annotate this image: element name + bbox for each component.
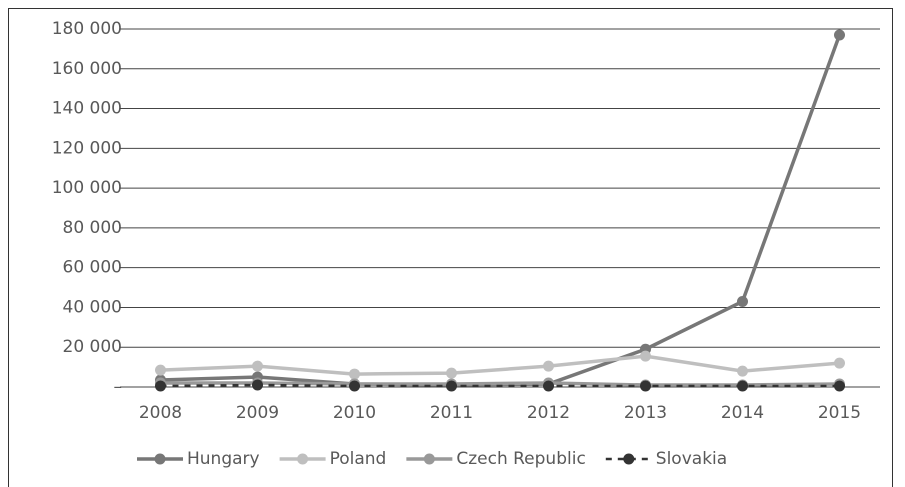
data-point <box>640 380 651 392</box>
data-point <box>446 380 457 392</box>
y-tick-label: 80 000 <box>63 218 122 238</box>
data-point <box>834 357 845 369</box>
y-tick-label: 180 000 <box>52 19 122 39</box>
legend-marker <box>297 453 309 465</box>
data-point <box>737 365 748 377</box>
data-point <box>834 29 845 41</box>
x-tick-label: 2008 <box>139 403 182 423</box>
data-point <box>252 379 263 391</box>
legend-marker <box>423 453 435 465</box>
x-tick-label: 2010 <box>333 403 376 423</box>
data-point <box>155 380 166 392</box>
legend-label: Czech Republic <box>456 449 585 469</box>
legend-marker <box>623 453 635 465</box>
data-point <box>349 368 360 380</box>
legend-label: Hungary <box>187 449 260 469</box>
data-point <box>349 380 360 392</box>
x-tick-label: 2009 <box>236 403 279 423</box>
series-line <box>160 354 840 376</box>
data-point <box>737 380 748 392</box>
x-tick-label: 2012 <box>527 403 570 423</box>
chart-frame <box>8 8 893 487</box>
data-point <box>155 364 166 376</box>
y-tick-label: 120 000 <box>52 138 122 158</box>
legend-marker <box>154 453 166 465</box>
y-tick-label: 160 000 <box>52 59 122 79</box>
series-line <box>160 34 842 387</box>
legend-label: Slovakia <box>656 449 727 469</box>
x-tick-label: 2014 <box>721 403 764 423</box>
data-point <box>640 350 651 362</box>
data-point <box>543 360 554 372</box>
x-tick-label: 2015 <box>818 403 861 423</box>
data-point <box>737 295 748 307</box>
y-tick-label: 140 000 <box>52 99 122 119</box>
y-tick-label: – <box>114 377 123 397</box>
y-tick-label: 20 000 <box>63 337 122 357</box>
legend-label: Poland <box>330 449 387 469</box>
x-tick-label: 2011 <box>430 403 473 423</box>
y-tick-label: 40 000 <box>63 297 122 317</box>
data-point <box>446 367 457 379</box>
y-tick-label: 60 000 <box>63 258 122 278</box>
data-point <box>543 380 554 392</box>
x-tick-label: 2013 <box>624 403 667 423</box>
y-tick-label: 100 000 <box>52 178 122 198</box>
data-point <box>252 360 263 372</box>
series-line <box>160 383 840 388</box>
data-point <box>834 380 845 392</box>
